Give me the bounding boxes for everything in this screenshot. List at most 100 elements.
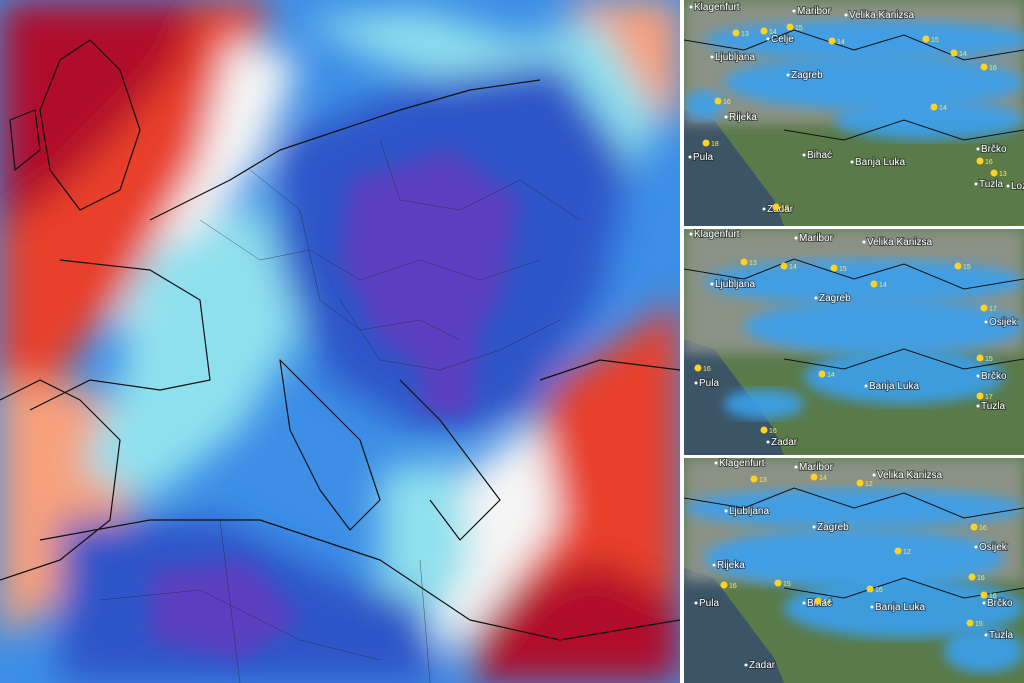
rain-area (784, 578, 1024, 638)
sun-icon (980, 304, 988, 312)
sun-icon (786, 23, 794, 31)
coast-greece (399, 379, 501, 541)
city-dot (976, 374, 980, 378)
temperature-label: 18 (711, 141, 719, 148)
city-label: Velika Kanizsa (877, 470, 942, 481)
city-label: Rijeka (729, 112, 757, 123)
border-line-2 (249, 169, 461, 341)
radar-svg-3: Klagenfurt Maribor Velika Kanizsa Ljubljana… (684, 458, 1024, 683)
city-label: Ljubljana (715, 279, 755, 290)
temperature-label: 16 (723, 99, 731, 106)
city-dot (802, 601, 806, 605)
field-warm-dark-nw (0, 0, 200, 230)
city-dot (802, 153, 806, 157)
city-dot (864, 384, 868, 388)
border-line-5 (99, 589, 381, 661)
horizontal-divider-2 (684, 455, 1024, 458)
horizontal-divider-1 (684, 226, 1024, 229)
city-dot (712, 563, 716, 567)
city-dot (974, 545, 978, 549)
city-dot (762, 207, 766, 211)
temperature-label: 15 (975, 621, 983, 628)
coast-ireland (9, 109, 41, 171)
temperature-label: 15 (985, 356, 993, 363)
city-label: Ljubljana (729, 506, 769, 517)
sun-icon (976, 392, 984, 400)
sun-icon (694, 364, 702, 372)
city-dot (792, 9, 796, 13)
city-label: Banja Luka (869, 381, 919, 392)
sun-icon (950, 49, 958, 57)
coast-iberia (0, 379, 121, 581)
city-label: Maribor (799, 233, 834, 244)
border-line (783, 119, 1024, 141)
city-label: Zadar (771, 437, 798, 448)
field-cool-light-france (80, 200, 300, 500)
city-label: Maribor (797, 6, 832, 17)
temperature-label: 14 (789, 264, 797, 271)
temperature-label: 15 (783, 581, 791, 588)
city-label: Rijeka (717, 560, 745, 571)
city-dot (870, 605, 874, 609)
temperature-label: 16 (985, 159, 993, 166)
temperature-label: 18 (781, 205, 789, 212)
sun-icon (922, 35, 930, 43)
border-line-1 (199, 219, 541, 281)
field-neutral-se (430, 420, 560, 660)
sun-icon (714, 97, 722, 105)
city-label: Pula (693, 152, 713, 163)
border-line (783, 348, 1024, 370)
radar-panel-1: Klagenfurt Maribor Velika Kanizsa Celje Ljub… (684, 0, 1024, 226)
coast-france-iberia (29, 259, 211, 411)
adriatic-sea (684, 110, 784, 226)
sun-icon (750, 475, 758, 483)
city-label: Osijek (989, 317, 1018, 328)
temperature-label: 14 (823, 599, 831, 606)
radar-panel-2: Klagenfurt Maribor Velika Kanizsa Ljubljana… (684, 229, 1024, 455)
border-line-4 (339, 299, 561, 371)
rain-area (704, 20, 1024, 60)
city-dot (710, 282, 714, 286)
city-dot (984, 633, 988, 637)
city-dot (689, 232, 693, 236)
temperature-label: 13 (741, 31, 749, 38)
city-label: Celje (771, 34, 794, 45)
temperature-label: 15 (795, 25, 803, 32)
city-dot (974, 182, 978, 186)
temperature-label: 16 (729, 583, 737, 590)
temperature-label: 14 (837, 39, 845, 46)
sun-icon (828, 37, 836, 45)
city-label: Tuzla (979, 179, 1004, 190)
border-line (684, 487, 1024, 519)
sun-icon (810, 473, 818, 481)
city-label: Zagreb (817, 522, 849, 533)
field-cool-light-italy (380, 460, 470, 640)
sun-icon (968, 573, 976, 581)
europe-temperature-map (0, 0, 680, 683)
sun-icon (818, 370, 826, 378)
city-label: Brčko (981, 144, 1007, 155)
temperature-label: 15 (839, 266, 847, 273)
rain-area (834, 100, 1024, 140)
coast-turkey (539, 359, 680, 381)
city-dot (766, 440, 770, 444)
temperature-label: 14 (827, 372, 835, 379)
city-dot (984, 320, 988, 324)
city-dot (862, 240, 866, 244)
sun-icon (732, 29, 740, 37)
city-label: Velika Kanizsa (867, 237, 932, 248)
sun-icon (740, 258, 748, 266)
temperature-label: 14 (939, 105, 947, 112)
city-dot (714, 461, 718, 465)
city-dot (724, 509, 728, 513)
sun-icon (930, 103, 938, 111)
temperature-label: 13 (759, 477, 767, 484)
sun-icon (980, 591, 988, 599)
city-dot (1006, 184, 1010, 188)
city-dot (982, 601, 986, 605)
city-label: Zagreb (791, 70, 823, 81)
city-dot (786, 73, 790, 77)
city-dot (694, 381, 698, 385)
sun-icon (954, 262, 962, 270)
sun-icon (966, 619, 974, 627)
